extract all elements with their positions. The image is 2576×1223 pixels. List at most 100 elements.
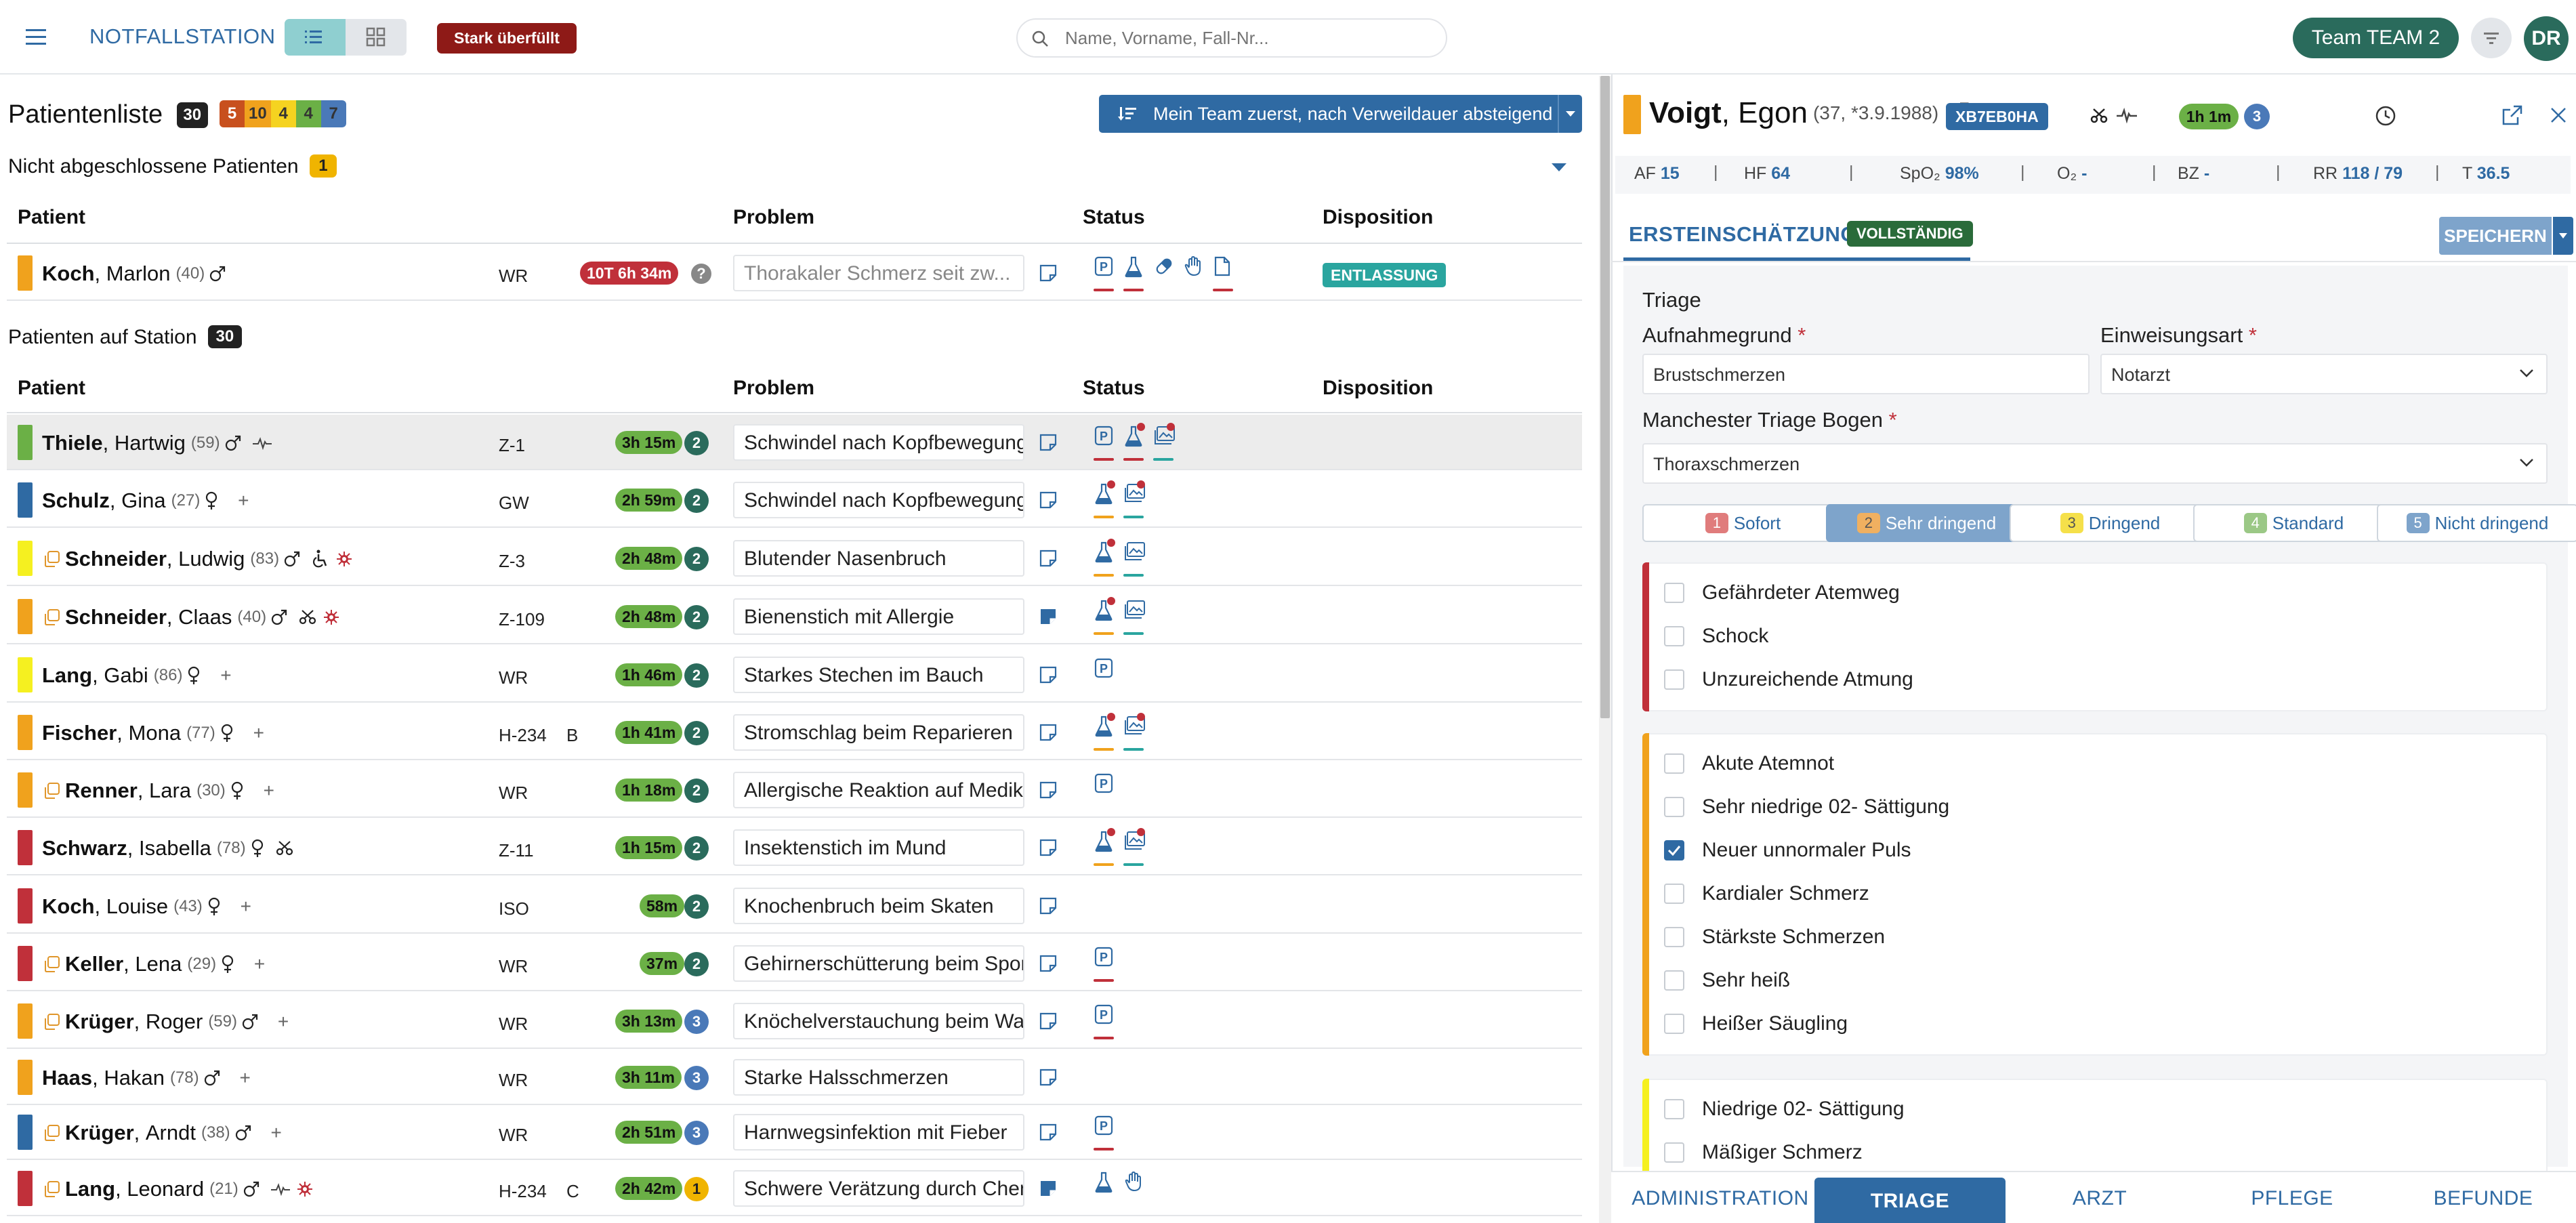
col-status[interactable]: Status — [1083, 206, 1145, 228]
imaging-icon[interactable] — [1122, 713, 1145, 753]
bottom-tab-arzt[interactable]: ARZT — [2072, 1186, 2127, 1209]
note-icon[interactable] — [1038, 722, 1058, 743]
add-flag-button[interactable]: + — [220, 665, 232, 686]
patient-name[interactable]: Lang, Leonard (21) — [42, 1177, 313, 1201]
note-icon[interactable] — [1038, 896, 1058, 916]
col-disposition[interactable]: Disposition — [1323, 206, 1434, 228]
triage-level-3-button[interactable]: 3 Dringend — [2010, 504, 2211, 542]
prescription-icon[interactable]: P — [1092, 770, 1115, 811]
discriminator-item[interactable]: Niedrige 02- Sättigung — [1664, 1098, 1905, 1121]
prescription-icon[interactable]: P — [1092, 253, 1115, 294]
add-flag-button[interactable]: + — [240, 896, 251, 917]
checkbox[interactable] — [1664, 1142, 1684, 1163]
checkbox[interactable] — [1664, 1099, 1684, 1119]
problem-field[interactable]: Blutender Nasenbruch — [733, 540, 1024, 577]
add-flag-button[interactable]: + — [253, 722, 264, 743]
checkbox[interactable] — [1664, 884, 1684, 904]
table-row[interactable]: Krüger, Roger (59) + WR 3h 13m 3 Knöchelversta… — [7, 993, 1582, 1049]
lab-flask-icon[interactable] — [1122, 423, 1145, 463]
patient-name[interactable]: Lang, Gabi (86) + — [42, 663, 239, 688]
medication-icon[interactable] — [1152, 253, 1175, 294]
add-flag-button[interactable]: + — [239, 1067, 251, 1088]
add-flag-button[interactable]: + — [277, 1011, 289, 1032]
search-input[interactable] — [1065, 27, 1404, 49]
imaging-icon[interactable] — [1152, 423, 1175, 463]
checkbox[interactable] — [1664, 840, 1684, 861]
problem-field[interactable]: Allergische Reaktion auf Medikament — [733, 772, 1024, 808]
lab-flask-icon[interactable] — [1122, 253, 1145, 294]
lab-flask-icon[interactable] — [1092, 713, 1115, 753]
problem-field[interactable]: Schwere Verätzung durch Chemikalien — [733, 1170, 1024, 1207]
patient-name[interactable]: Haas, Hakan (78) + — [42, 1066, 259, 1090]
patient-name[interactable]: Koch, Louise (43) + — [42, 894, 259, 919]
patient-name[interactable]: Krüger, Roger (59) + — [42, 1010, 297, 1034]
note-icon[interactable] — [1038, 1178, 1058, 1199]
table-row[interactable]: Fischer, Mona (77) + H-234 B 1h 41m 2 Stromschl… — [7, 705, 1582, 760]
table-row[interactable]: Koch, Marlon (40) WR 10T 6h 34m? Thorakaler … — [7, 245, 1582, 301]
checkbox[interactable] — [1664, 669, 1684, 690]
add-flag-button[interactable]: + — [270, 1122, 282, 1143]
prescription-icon[interactable]: P — [1092, 1001, 1115, 1042]
col-patient-2[interactable]: Patient — [18, 377, 86, 399]
table-row[interactable]: Renner, Lara (30) + WR 1h 18m 2 Allergische Re… — [7, 762, 1582, 818]
disposition-badge[interactable]: ENTLASSUNG — [1323, 263, 1447, 287]
problem-field[interactable]: Harnwegsinfektion mit Fieber — [733, 1114, 1024, 1151]
checkbox[interactable] — [1664, 753, 1684, 774]
note-icon[interactable] — [1038, 1011, 1058, 1031]
triage-level-4-button[interactable]: 4 Standard — [2193, 504, 2394, 542]
discriminator-item[interactable]: Kardialer Schmerz — [1664, 882, 1869, 905]
discriminator-item[interactable]: Heißer Säugling — [1664, 1012, 1848, 1035]
table-row[interactable]: Haas, Hakan (78) + WR 3h 11m 3 Starke Halsschm… — [7, 1050, 1582, 1105]
document-icon[interactable] — [1211, 253, 1234, 294]
problem-field[interactable]: Schwindel nach Kopfbewegung — [733, 424, 1024, 461]
col-problem-2[interactable]: Problem — [733, 377, 815, 399]
filter-button[interactable] — [2471, 18, 2512, 58]
patient-name[interactable]: Koch, Marlon (40) — [42, 262, 226, 286]
open-external-icon[interactable] — [2501, 104, 2523, 126]
problem-field[interactable]: Thorakaler Schmerz seit zw... — [733, 255, 1024, 291]
prescription-icon[interactable]: P — [1092, 423, 1115, 463]
checkbox[interactable] — [1664, 1014, 1684, 1034]
col-patient[interactable]: Patient — [18, 206, 86, 228]
sort-dropdown-icon[interactable] — [1558, 95, 1582, 133]
tab-ersteinschaetzung[interactable]: ERSTEINSCHÄTZUNG — [1629, 222, 1857, 246]
patient-name[interactable]: Schneider, Ludwig (83) — [42, 547, 352, 571]
save-button[interactable]: SPEICHERN — [2439, 217, 2552, 255]
lab-flask-icon[interactable] — [1092, 480, 1115, 521]
table-row[interactable]: Lang, Leonard (21) H-234 C 2h 42m 1 Schwere Ve… — [7, 1161, 1582, 1216]
prescription-icon[interactable]: P — [1092, 944, 1115, 984]
bottom-tab-befunde[interactable]: BEFUNDE — [2433, 1186, 2533, 1209]
discriminator-item[interactable]: Sehr heiß — [1664, 969, 1790, 992]
prescription-icon[interactable]: P — [1092, 1113, 1115, 1153]
patient-name[interactable]: Schulz, Gina (27) + — [42, 489, 257, 513]
list-view-icon[interactable] — [285, 19, 346, 56]
col-status-2[interactable]: Status — [1083, 377, 1145, 399]
patient-name[interactable]: Schneider, Claas (40) — [42, 605, 339, 629]
discriminator-item[interactable]: Stärkste Schmerzen — [1664, 926, 1885, 949]
checkbox[interactable] — [1664, 970, 1684, 991]
discriminator-item[interactable]: Akute Atemnot — [1664, 752, 1834, 775]
discriminator-item[interactable]: Gefährdeter Atemweg — [1664, 581, 1900, 604]
table-row[interactable]: Schulz, Gina (27) + GW 2h 59m 2 Schwindel nach… — [7, 472, 1582, 528]
imaging-icon[interactable] — [1122, 480, 1145, 521]
sort-button[interactable]: Mein Team zuerst, nach Verweildauer abst… — [1099, 95, 1582, 133]
team-button[interactable]: Team TEAM 2 — [2293, 18, 2459, 58]
avatar[interactable]: DR — [2524, 16, 2569, 61]
table-row[interactable]: Koch, Louise (43) + ISO 58m 2 Knochenbruch bei… — [7, 878, 1582, 934]
problem-field[interactable]: Schwindel nach Kopfbewegung — [733, 482, 1024, 518]
problem-field[interactable]: Starkes Stechen im Bauch — [733, 657, 1024, 693]
patient-name[interactable]: Renner, Lara (30) + — [42, 779, 283, 803]
triage-level-5-button[interactable]: 5 Nicht dringend — [2377, 504, 2576, 542]
lab-flask-icon[interactable] — [1092, 828, 1115, 869]
aufnahmegrund-input[interactable]: Brustschmerzen — [1642, 354, 2090, 394]
app-title[interactable]: NOTFALLSTATION — [89, 24, 276, 48]
patient-name[interactable]: Thiele, Hartwig (59) — [42, 431, 272, 455]
table-row[interactable]: Keller, Lena (29) + WR 37m 2 Gehirnerschütteru… — [7, 936, 1582, 991]
imaging-icon[interactable] — [1122, 539, 1145, 579]
checkbox[interactable] — [1664, 626, 1684, 646]
discriminator-item[interactable]: Mäßiger Schmerz — [1664, 1141, 1863, 1164]
prescription-icon[interactable]: P — [1092, 655, 1115, 696]
bottom-tab-pflege[interactable]: PFLEGE — [2251, 1186, 2333, 1209]
imaging-icon[interactable] — [1122, 828, 1145, 869]
triage-level-1-button[interactable]: 1 Sofort — [1642, 504, 1844, 542]
